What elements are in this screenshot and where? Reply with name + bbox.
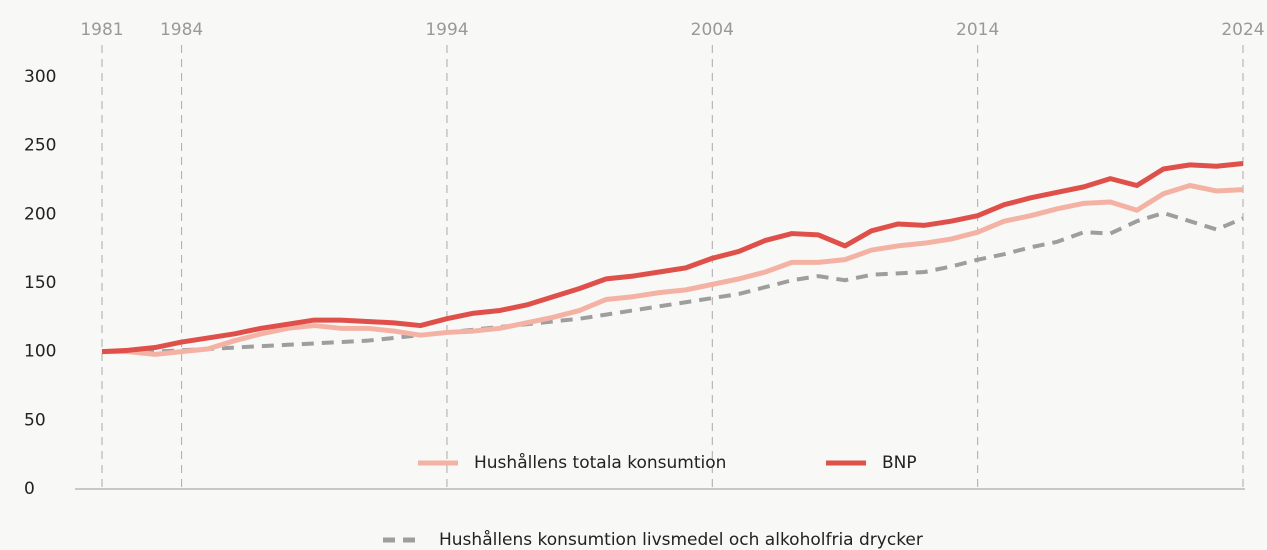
x-tick-label: 1994 (425, 20, 468, 40)
series-line (102, 182, 1244, 357)
y-tick-label: 50 (24, 410, 46, 430)
y-tick-label: 150 (24, 273, 56, 293)
y-tick-label: 200 (24, 204, 56, 224)
x-tick-label: 2024 (1221, 20, 1264, 40)
legend-label: BNP (882, 453, 917, 473)
legend-label: Hushållens konsumtion livsmedel och alko… (439, 529, 923, 550)
y-tick-label: 250 (24, 136, 56, 156)
legend-label: Hushållens totala konsumtion (474, 452, 726, 473)
series-line (102, 210, 1244, 354)
y-tick-label: 0 (24, 479, 35, 499)
x-tick-label: 2014 (956, 20, 999, 40)
x-tick-label: 1984 (160, 20, 203, 40)
x-tick-label: 2004 (691, 20, 734, 40)
series-line (101, 161, 1244, 355)
y-tick-label: 300 (24, 67, 56, 87)
x-tick-label: 1981 (80, 20, 123, 40)
y-tick-label: 100 (24, 342, 56, 362)
